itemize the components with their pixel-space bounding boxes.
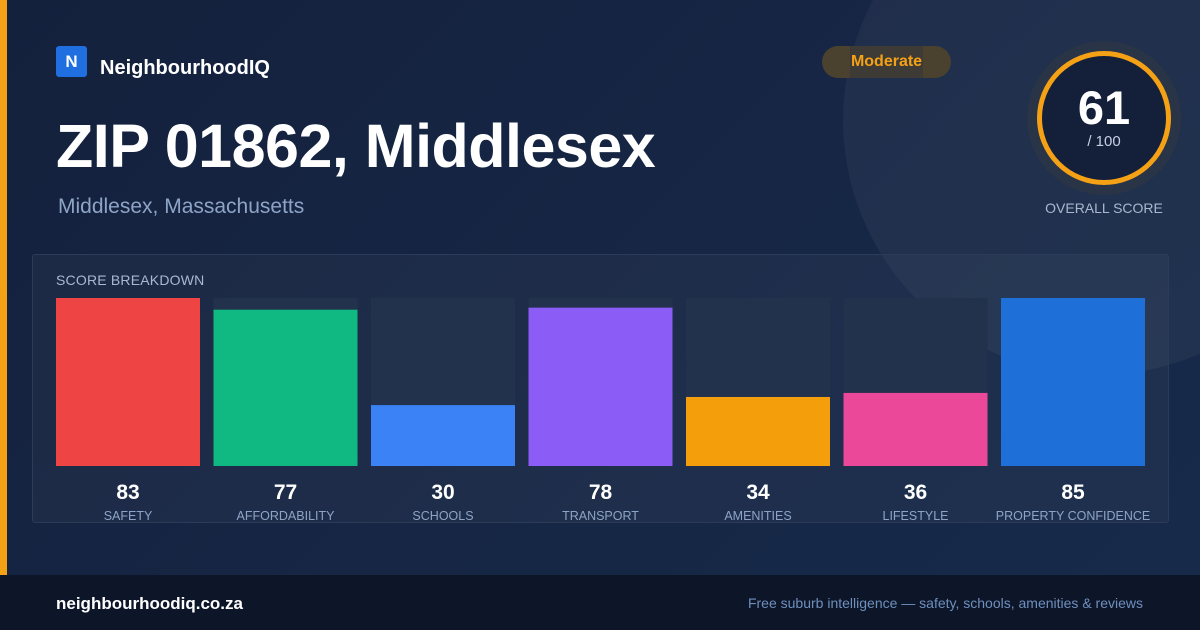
overall-score-ring xyxy=(1037,51,1171,185)
score-breakdown-label: SCORE BREAKDOWN xyxy=(56,272,205,288)
page-title: ZIP 01862, Middlesex xyxy=(56,112,656,180)
status-badge: Moderate xyxy=(822,46,951,78)
page-subtitle: Middlesex, Massachusetts xyxy=(58,195,305,218)
overall-score-value: 61 xyxy=(1077,81,1131,134)
logo-icon: N xyxy=(56,46,87,77)
overall-score-label: OVERALL SCORE xyxy=(1045,200,1163,216)
overall-score-max: / 100 xyxy=(1087,133,1121,150)
status-badge-label: Moderate xyxy=(850,53,923,70)
accent-bar xyxy=(0,0,7,575)
footer xyxy=(0,575,1200,630)
score-breakdown-panel xyxy=(32,254,1169,523)
brand-name: NeighbourhoodIQ xyxy=(100,57,270,79)
footer-tagline: Free suburb intelligence — safety, schoo… xyxy=(747,595,1143,611)
footer-url-link[interactable]: neighbourhoodiq.co.za xyxy=(56,594,243,613)
